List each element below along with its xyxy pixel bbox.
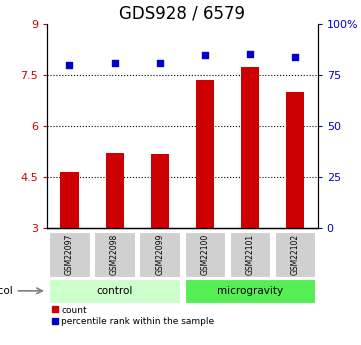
Bar [94, 232, 135, 277]
Text: GSM22099: GSM22099 [155, 234, 164, 275]
Bar [184, 232, 225, 277]
Bar [105, 154, 123, 228]
Bar [61, 172, 79, 228]
Bar [49, 232, 90, 277]
Text: control: control [96, 286, 133, 296]
Point [157, 60, 162, 66]
Text: microgravity: microgravity [217, 286, 283, 296]
Text: protocol: protocol [0, 286, 13, 296]
Bar [286, 92, 304, 228]
Bar [275, 232, 316, 277]
Bar [184, 279, 316, 303]
Text: GSM22098: GSM22098 [110, 234, 119, 275]
Point [202, 52, 208, 58]
Bar [49, 279, 180, 303]
Point [292, 54, 298, 60]
Text: GSM22097: GSM22097 [65, 234, 74, 275]
Bar [151, 154, 169, 228]
Bar [196, 80, 214, 228]
Bar [241, 67, 259, 228]
Point [247, 51, 253, 57]
Point [67, 62, 73, 68]
Text: GSM22101: GSM22101 [245, 234, 255, 275]
Title: GDS928 / 6579: GDS928 / 6579 [119, 4, 245, 22]
Legend: count, percentile rank within the sample: count, percentile rank within the sample [52, 306, 214, 326]
Text: GSM22100: GSM22100 [200, 234, 209, 275]
Bar [139, 232, 180, 277]
Text: GSM22102: GSM22102 [291, 234, 300, 275]
Bar [230, 232, 270, 277]
Point [112, 60, 118, 66]
